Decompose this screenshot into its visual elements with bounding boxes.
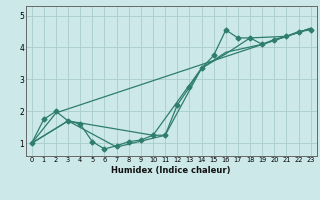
X-axis label: Humidex (Indice chaleur): Humidex (Indice chaleur) [111, 166, 231, 175]
